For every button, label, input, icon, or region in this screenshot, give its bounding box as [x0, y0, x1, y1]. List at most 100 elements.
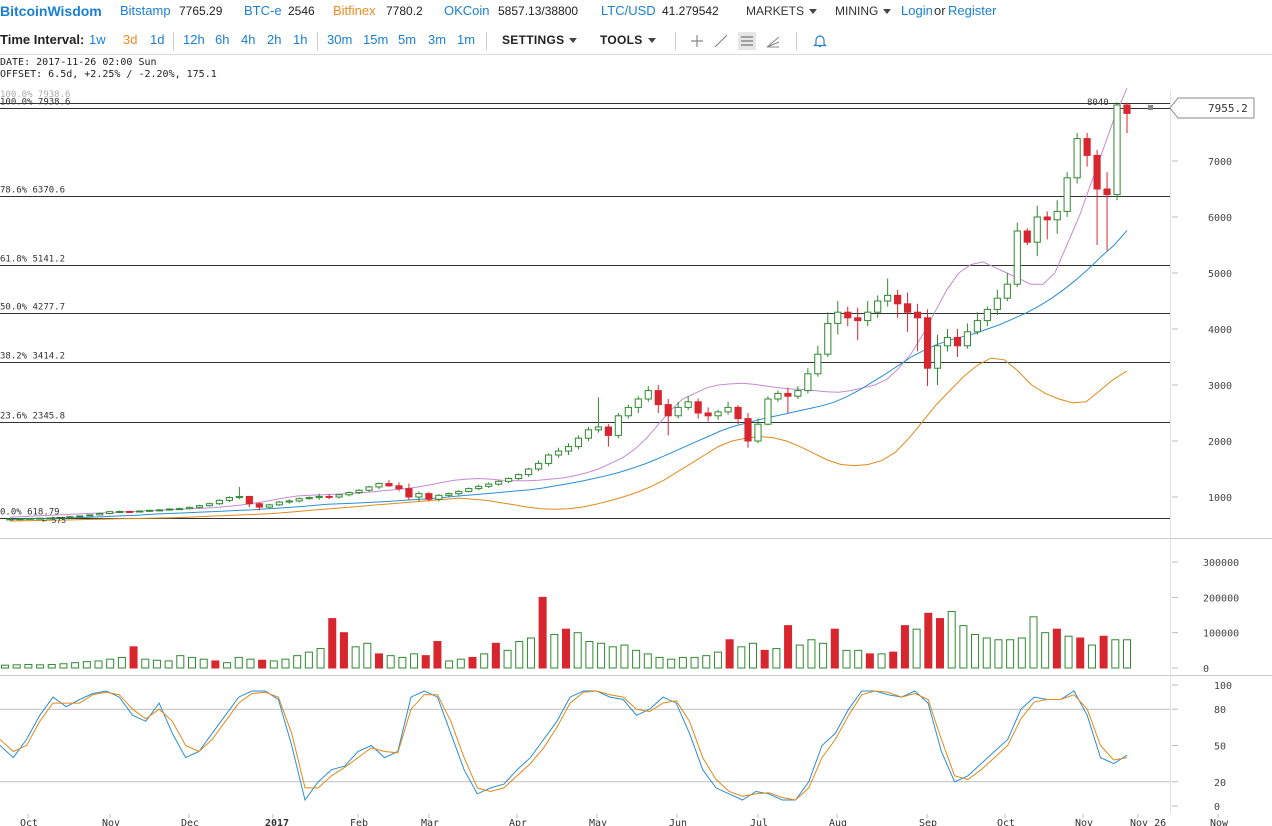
- candle-up: [943, 336, 952, 347]
- brand-logo[interactable]: BitcoinWisdom: [0, 3, 102, 19]
- candle-up: [225, 497, 234, 501]
- candle-up: [983, 308, 991, 322]
- interval-4h[interactable]: 4h: [241, 32, 256, 47]
- candle-up: [554, 450, 563, 456]
- volume-tick-label: 0: [1203, 664, 1209, 675]
- candle-up: [205, 503, 214, 507]
- volume-bar-down: [491, 642, 500, 669]
- candle-up: [435, 494, 443, 500]
- candle-up: [165, 508, 174, 511]
- volume-bar-up: [877, 653, 886, 669]
- x-tick-label: Now: [1210, 818, 1229, 826]
- volume-bar-up: [573, 632, 582, 669]
- separator: [675, 32, 676, 50]
- ticker-ltcusd[interactable]: LTC/USD: [601, 3, 656, 18]
- candle-up: [754, 423, 762, 442]
- volume-bar-down: [258, 659, 267, 669]
- volume-bar-up: [1029, 616, 1038, 669]
- x-tick-label: Nov 26: [1130, 818, 1166, 826]
- volume-bar-up: [772, 648, 781, 669]
- stoch-d-line: [0, 690, 1128, 801]
- volume-bar-down: [1052, 628, 1061, 669]
- interval-1h[interactable]: 1h: [293, 32, 308, 47]
- peak-label: 8040: [1087, 98, 1109, 108]
- login-link[interactable]: Login: [901, 3, 933, 18]
- x-tick-label: 2017: [265, 818, 289, 826]
- volume-bar-up: [1006, 639, 1015, 669]
- candle-up: [116, 510, 124, 513]
- interval-15m[interactable]: 15m: [363, 32, 389, 47]
- price-marker: [1148, 105, 1153, 110]
- candle-up: [235, 495, 243, 499]
- line-icon[interactable]: [714, 34, 728, 48]
- volume-bar-up: [293, 655, 302, 669]
- markets-menu[interactable]: MARKETS: [746, 4, 818, 18]
- ticker-bitstamp[interactable]: Bitstamp: [120, 3, 171, 18]
- ticker-bitfinex[interactable]: Bitfinex: [333, 3, 376, 18]
- candle-up: [175, 508, 184, 511]
- x-tick-label: May: [589, 818, 607, 826]
- separator: [796, 32, 797, 50]
- volume-bar-up: [526, 637, 535, 669]
- ticker-btce[interactable]: BTC-e: [244, 3, 282, 18]
- candle-up: [455, 490, 463, 495]
- candle-up: [534, 462, 543, 470]
- volume-bar-up: [1064, 635, 1073, 669]
- candle-up: [564, 446, 573, 452]
- interval-1w[interactable]: 1w: [89, 32, 106, 47]
- low-label: ← 575: [42, 516, 66, 525]
- stoch-tick-label: 80: [1214, 705, 1226, 716]
- settings-menu[interactable]: SETTINGS: [502, 33, 578, 47]
- plus-icon[interactable]: [690, 34, 704, 48]
- bell-icon[interactable]: [813, 33, 827, 48]
- volume-bar-up: [269, 660, 278, 669]
- candle-up: [515, 474, 523, 480]
- volume-bar-up: [199, 658, 208, 669]
- candle-up: [465, 488, 473, 492]
- ticker-okcoin[interactable]: OKCoin: [444, 3, 490, 18]
- y-tick-label: 6000: [1208, 213, 1232, 224]
- register-link[interactable]: Register: [948, 3, 997, 18]
- volume-bar-up: [0, 664, 10, 669]
- candle-up: [76, 515, 84, 518]
- interval-5m[interactable]: 5m: [398, 32, 417, 47]
- candle-down: [245, 495, 253, 505]
- horizontal-lines-icon[interactable]: [738, 32, 756, 50]
- candle-down: [604, 426, 612, 436]
- volume-bar-up: [678, 656, 687, 669]
- interval-3d[interactable]: 3d: [123, 32, 138, 47]
- fib-label: 78.6% 6370.6: [0, 186, 65, 196]
- candle-up: [345, 492, 353, 496]
- candle-down: [744, 418, 752, 442]
- volume-bar-up: [187, 656, 197, 669]
- tools-menu[interactable]: TOOLS: [600, 33, 656, 47]
- interval-30m[interactable]: 30m: [327, 32, 353, 47]
- candle-up: [774, 392, 782, 400]
- candle-up: [215, 499, 224, 505]
- x-tick-label: Nov: [102, 818, 120, 826]
- candle-up: [365, 486, 373, 491]
- interval-2h[interactable]: 2h: [267, 32, 282, 47]
- volume-bar-down: [561, 628, 571, 669]
- candle-up: [475, 485, 483, 490]
- candle-down: [664, 404, 672, 417]
- candle-up: [993, 297, 1001, 310]
- x-tick-label: Oct: [20, 818, 38, 826]
- interval-12h[interactable]: 12h: [183, 32, 205, 47]
- interval-6h[interactable]: 6h: [215, 32, 230, 47]
- mining-menu[interactable]: MINING: [835, 4, 892, 18]
- fan-icon[interactable]: [766, 34, 780, 48]
- candle-up: [315, 495, 323, 499]
- tools-label: TOOLS: [600, 33, 643, 47]
- interval-3m[interactable]: 3m: [428, 32, 447, 47]
- y-tick-label: 4000: [1208, 325, 1232, 336]
- stoch-tick-label: 50: [1214, 742, 1226, 753]
- interval-1m[interactable]: 1m: [457, 32, 476, 47]
- volume-bar-up: [702, 655, 711, 669]
- candle-down: [694, 401, 702, 414]
- interval-1d[interactable]: 1d: [150, 32, 165, 47]
- candle-up: [485, 483, 493, 487]
- volume-bar-up: [176, 655, 185, 669]
- fib-label: 23.6% 2345.8: [0, 412, 65, 422]
